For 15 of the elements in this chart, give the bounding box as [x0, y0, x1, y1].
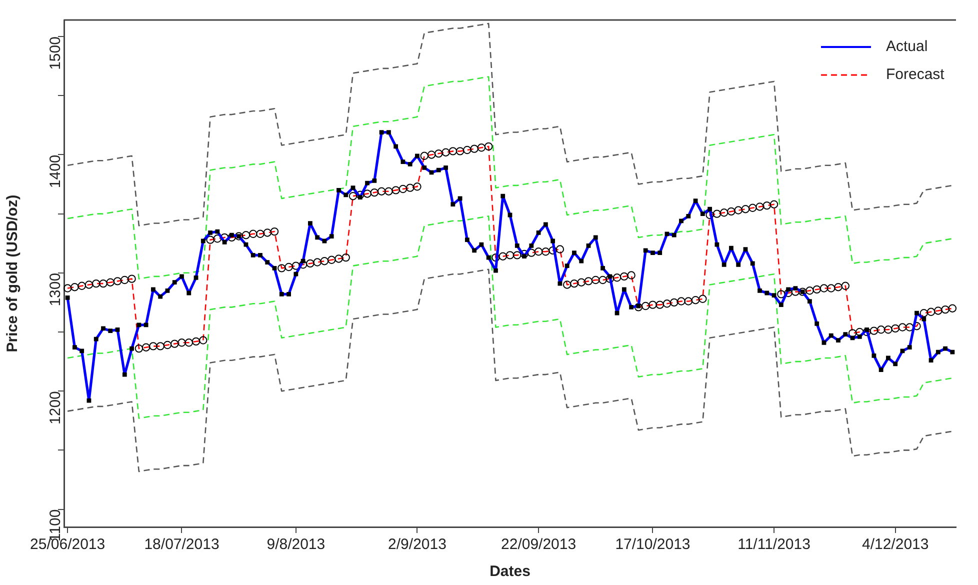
x-tick-label: 4/12/2013	[862, 536, 929, 554]
y-tick-label: 1300	[47, 272, 64, 306]
y-tick-label: 1500	[47, 36, 64, 70]
x-tick-label: 11/11/2013	[738, 536, 810, 554]
legend-label: Forecast	[886, 66, 946, 84]
x-tick-label: 2/9/2013	[388, 536, 446, 554]
x-tick-label: 18/07/2013	[144, 536, 220, 554]
y-axis-title: Price of gold (USD/oz)	[4, 194, 22, 352]
legend-label: Actual	[886, 38, 928, 56]
x-tick-label: 17/10/2013	[615, 536, 690, 554]
y-tick-label: 1200	[47, 391, 64, 424]
y-tick-label: 1400	[47, 154, 64, 188]
x-tick-label: 22/09/2013	[501, 536, 576, 554]
x-tick-label: 9/8/2013	[266, 536, 326, 554]
x-axis-title: Dates	[490, 563, 530, 580]
